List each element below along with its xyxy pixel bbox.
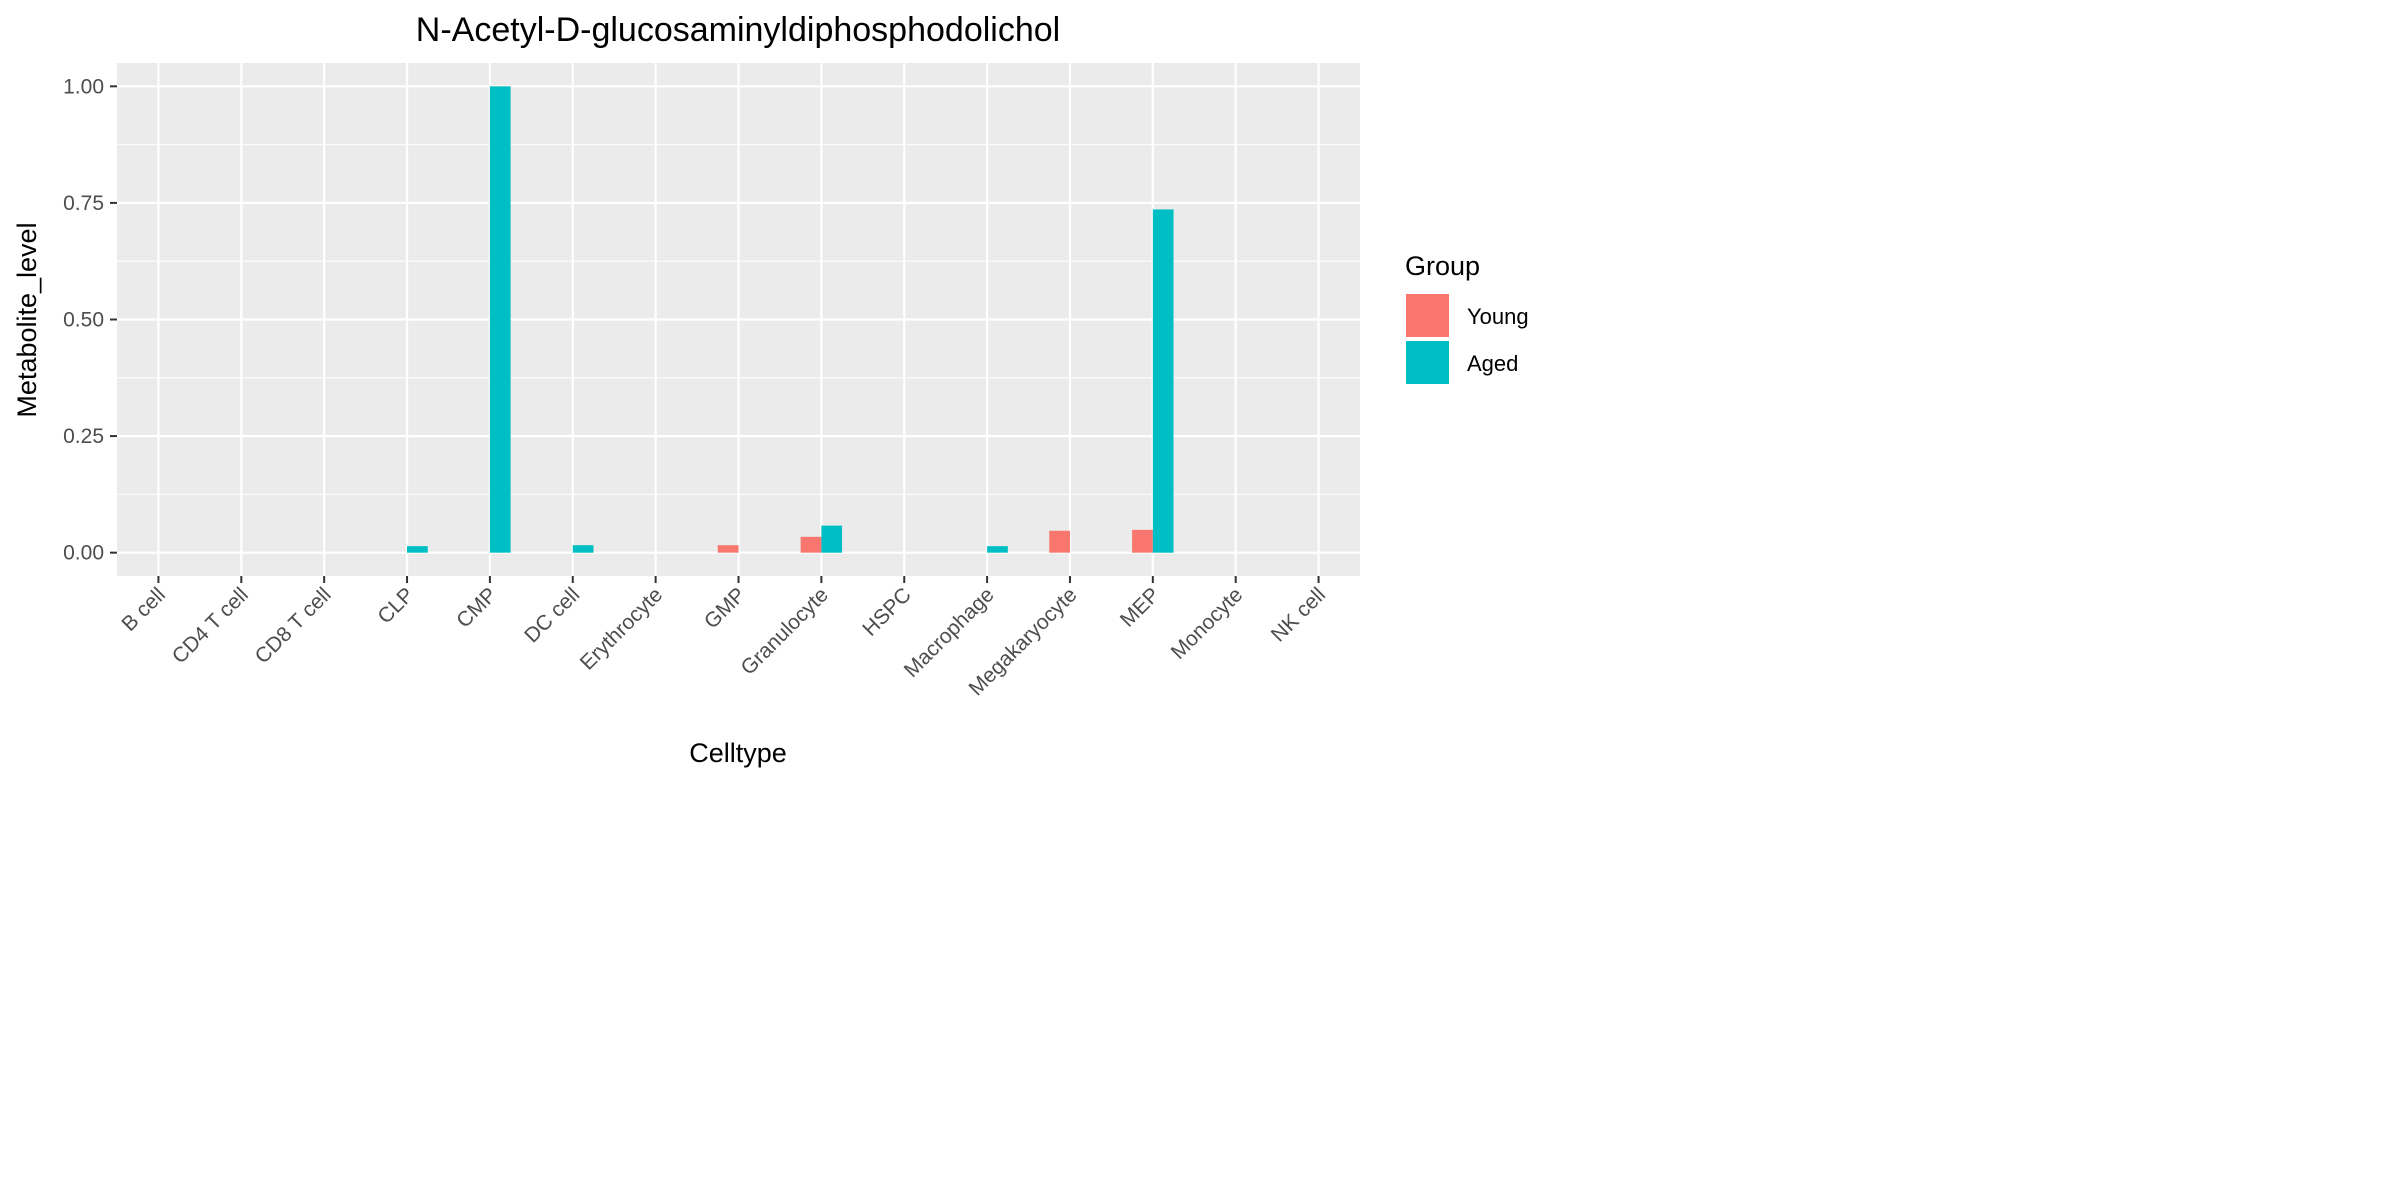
bar-young-granulocyte	[800, 536, 822, 553]
x-tick-label: MEP	[1116, 583, 1164, 631]
bar-aged-dc-cell	[572, 545, 594, 553]
legend-key-young	[1406, 294, 1449, 337]
legend-label-aged: Aged	[1467, 351, 1518, 376]
x-tick-label: HSPC	[858, 583, 916, 641]
legend-title: Group	[1405, 251, 1480, 281]
y-tick-label: 1.00	[63, 75, 104, 98]
bar-aged-clp	[407, 546, 428, 553]
legend-label-young: Young	[1467, 304, 1529, 329]
y-tick-label: 0.75	[63, 192, 104, 215]
x-tick-label: CD4 T cell	[168, 583, 253, 668]
x-tick-label: DC cell	[520, 583, 584, 647]
legend: Group Young Aged	[1405, 251, 1529, 384]
y-tick-label: 0.25	[63, 425, 104, 448]
bar-young-megakaryocyte	[1049, 530, 1070, 553]
x-axis-title: Celltype	[689, 738, 787, 768]
chart-title: N-Acetyl-D-glucosaminyldiphosphodolichol	[416, 11, 1060, 49]
y-tick-label: 0.00	[63, 542, 104, 565]
x-tick-label: B cell	[117, 583, 170, 636]
bar-aged-mep	[1152, 209, 1174, 553]
x-tick-label: CLP	[373, 583, 418, 628]
bar-aged-cmp	[489, 86, 511, 553]
x-tick-label: Erythrocyte	[576, 583, 667, 674]
y-axis: 0.00 0.25 0.50 0.75 1.00	[63, 75, 117, 565]
y-axis-title: Metabolite_level	[12, 222, 42, 417]
x-tick-label: GMP	[700, 583, 750, 633]
x-tick-label: Granulocyte	[737, 583, 833, 679]
x-tick-label: CMP	[452, 583, 501, 632]
bar-aged-granulocyte	[821, 525, 843, 553]
bar-aged-macrophage	[987, 546, 1008, 553]
x-tick-label: CD8 T cell	[251, 583, 336, 668]
bar-young-mep	[1132, 529, 1153, 553]
bars	[407, 86, 1174, 553]
x-tick-label: Monocyte	[1167, 583, 1248, 664]
x-tick-label: NK cell	[1267, 583, 1330, 646]
legend-key-aged	[1406, 341, 1449, 384]
y-tick-label: 0.50	[63, 309, 104, 332]
chart: N-Acetyl-D-glucosaminyldiphosphodolichol…	[12, 11, 1529, 768]
bar-young-gmp	[717, 545, 739, 553]
